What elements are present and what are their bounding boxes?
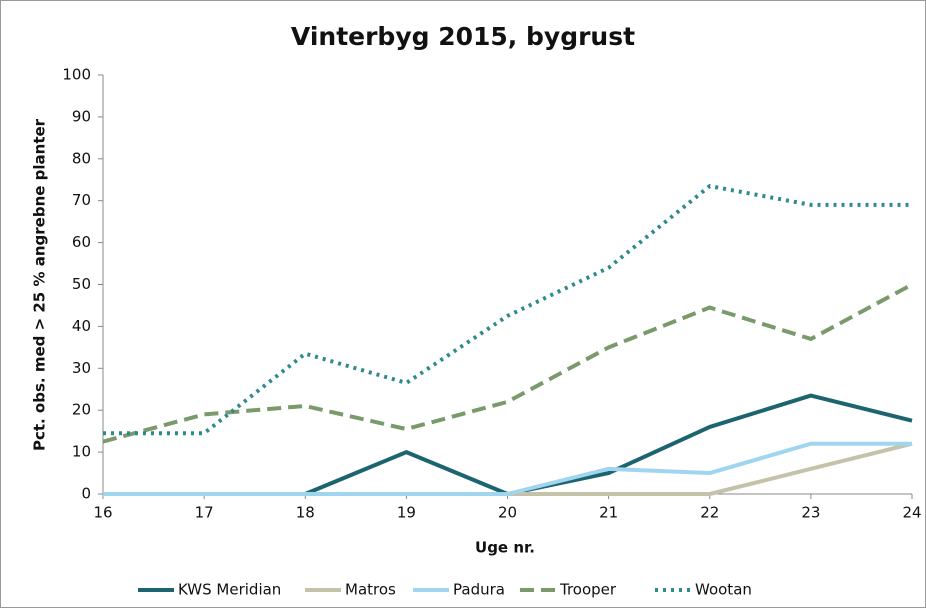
x-tick-label: 23 bbox=[801, 504, 820, 522]
y-tick-label: 20 bbox=[72, 401, 91, 419]
y-tick-label: 40 bbox=[72, 317, 91, 335]
x-tick-label: 19 bbox=[397, 504, 416, 522]
y-tick-label: 50 bbox=[72, 275, 91, 293]
x-tick-label: 17 bbox=[195, 504, 214, 522]
y-tick-label: 90 bbox=[72, 107, 91, 125]
y-tick-label: 10 bbox=[72, 443, 91, 461]
legend-label: Matros bbox=[345, 581, 396, 599]
y-tick-label: 30 bbox=[72, 359, 91, 377]
chart-title: Vinterbyg 2015, bygrust bbox=[291, 22, 635, 51]
x-tick-label: 21 bbox=[599, 504, 618, 522]
x-axis-label: Uge nr. bbox=[475, 539, 535, 557]
legend-label: Wootan bbox=[695, 581, 752, 599]
x-tick-label: 24 bbox=[902, 504, 921, 522]
legend-label: Trooper bbox=[559, 581, 617, 599]
y-tick-label: 100 bbox=[62, 66, 91, 84]
y-tick-label: 60 bbox=[72, 233, 91, 251]
x-tick-label: 20 bbox=[498, 504, 517, 522]
series-line bbox=[102, 282, 913, 444]
legend-label: KWS Meridian bbox=[178, 581, 281, 599]
x-tick-label: 16 bbox=[93, 504, 112, 522]
series-line bbox=[103, 441, 912, 496]
y-tick-label: 80 bbox=[72, 149, 91, 167]
y-axis-label: Pct. obs. med > 25 % angrebne planter bbox=[31, 118, 49, 451]
y-tick-label: 0 bbox=[81, 485, 91, 503]
x-tick-label: 22 bbox=[700, 504, 719, 522]
series-line bbox=[103, 184, 912, 436]
x-tick-label: 18 bbox=[296, 504, 315, 522]
legend-label: Padura bbox=[453, 581, 505, 599]
y-tick-label: 70 bbox=[72, 191, 91, 209]
